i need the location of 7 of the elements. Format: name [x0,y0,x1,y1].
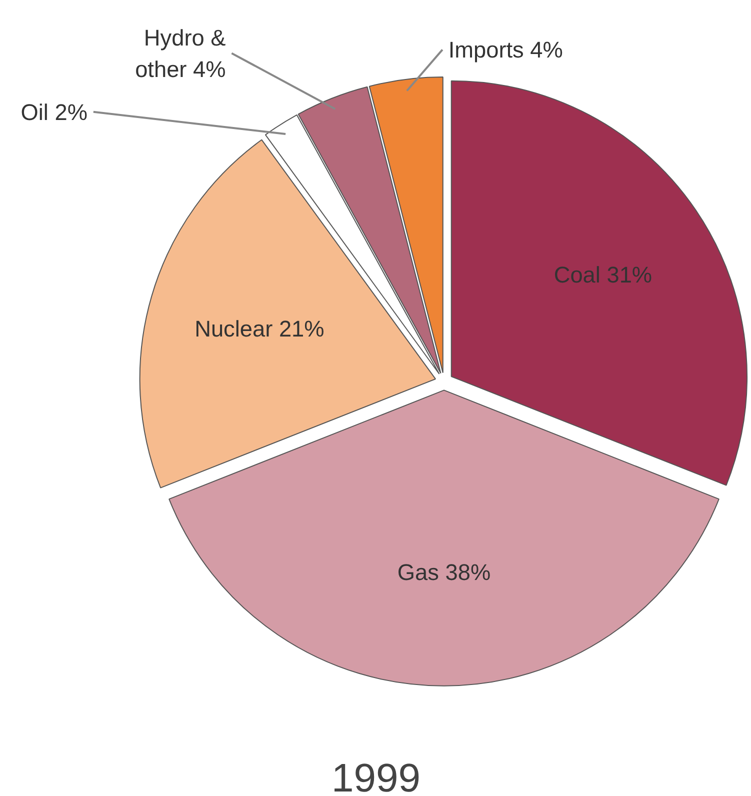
slice-label: Oil 2% [20,98,88,125]
text: 1999 [332,756,420,796]
slice-label: Hydro & other 4% [135,24,226,82]
slice-label: Gas 38% [397,558,491,585]
slice-label: Imports 4% [448,36,563,63]
slice-label: Nuclear 21% [194,315,324,342]
slice-label: Coal 31% [554,261,652,288]
